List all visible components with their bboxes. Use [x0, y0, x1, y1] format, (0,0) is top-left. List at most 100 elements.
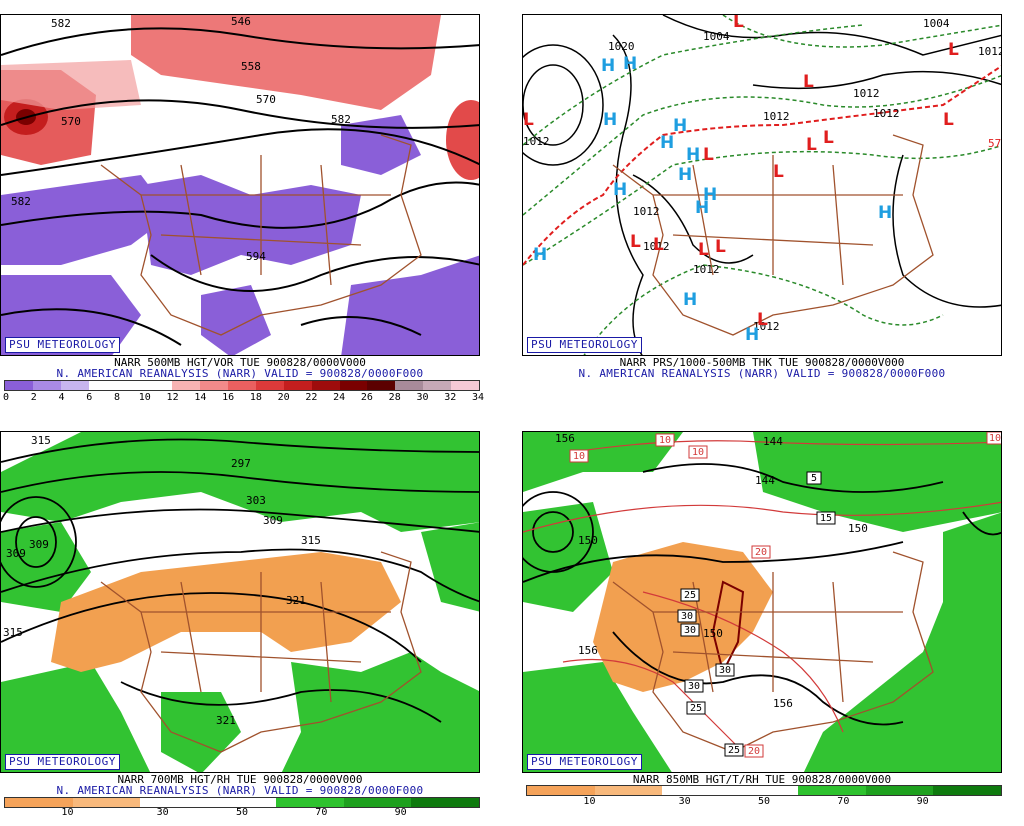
low-pressure-marker: L [948, 40, 959, 60]
colorbar-tick-label: 22 [305, 392, 318, 403]
svg-text:594: 594 [246, 250, 266, 263]
colorbar-swatch [865, 786, 934, 795]
vorticity-max-area [131, 15, 441, 110]
high-pressure-marker: H [695, 198, 709, 218]
svg-text:321: 321 [286, 594, 306, 607]
colorbar-vorticity [4, 380, 480, 391]
colorbar-tick-label: 28 [388, 392, 401, 403]
svg-text:20: 20 [755, 547, 767, 558]
psu-meteorology-badge: PSU METEOROLOGY [527, 754, 642, 770]
svg-text:10: 10 [692, 447, 704, 458]
high-pressure-marker: H [745, 325, 759, 345]
panel-500mb-vorticity: 582 546 558 570 570 582 594 582 PSU METE… [0, 14, 484, 409]
svg-text:20: 20 [748, 746, 760, 757]
colorbar-swatch [275, 798, 344, 807]
low-pressure-marker: L [803, 72, 814, 92]
svg-text:10: 10 [659, 435, 671, 446]
svg-text:1012: 1012 [873, 107, 900, 120]
svg-text:5: 5 [811, 473, 817, 484]
colorbar-tick-label: 20 [277, 392, 290, 403]
caption-title: NARR 500MB HGT/VOR TUE 900828/0000V000 [114, 356, 366, 369]
low-pressure-marker: L [823, 128, 834, 148]
colorbar-swatch [451, 381, 479, 390]
high-pressure-marker: H [678, 165, 692, 185]
low-pressure-marker: L [943, 110, 954, 130]
colorbar-tick-label: 8 [114, 392, 121, 403]
caption-valid: N. AMERICAN REANALYSIS (NARR) VALID = 90… [578, 367, 946, 380]
svg-text:150: 150 [703, 627, 723, 640]
colorbar-swatch [172, 381, 201, 390]
colorbar-swatch [60, 381, 89, 390]
colorbar-swatch [311, 381, 340, 390]
low-pressure-marker: L [715, 237, 726, 257]
svg-text:144: 144 [755, 474, 775, 487]
colorbar-swatch [208, 798, 276, 807]
high-pressure-marker: H [686, 145, 700, 165]
svg-text:30: 30 [688, 681, 700, 692]
low-pressure-marker: L [630, 232, 641, 252]
svg-text:546: 546 [231, 15, 251, 28]
svg-text:309: 309 [263, 514, 283, 527]
svg-text:30: 30 [719, 665, 731, 676]
svg-text:570: 570 [256, 93, 276, 106]
svg-text:1012: 1012 [693, 263, 720, 276]
high-pressure-marker: H [703, 185, 717, 205]
colorbar-swatch [228, 381, 256, 390]
colorbar-swatch [5, 381, 33, 390]
svg-text:150: 150 [578, 534, 598, 547]
svg-text:1012: 1012 [633, 205, 660, 218]
high-pressure-marker: H [613, 180, 627, 200]
svg-text:315: 315 [31, 434, 51, 447]
svg-text:25: 25 [690, 703, 702, 714]
low-pressure-marker: L [757, 310, 768, 330]
colorbar-swatch [527, 786, 595, 795]
colorbar-swatch [594, 786, 663, 795]
high-pressure-marker: H [660, 133, 674, 153]
psu-meteorology-badge: PSU METEOROLOGY [5, 337, 120, 353]
svg-text:558: 558 [241, 60, 261, 73]
colorbar-swatch [933, 786, 1002, 795]
high-pressure-marker: H [603, 110, 617, 130]
colorbar-swatch [5, 798, 73, 807]
colorbar-tick-label: 10 [61, 807, 74, 818]
svg-text:570: 570 [988, 137, 1002, 150]
svg-text:15: 15 [820, 513, 832, 524]
colorbar-tick-label: 30 [678, 796, 691, 807]
caption-title: NARR 850MB HGT/T/RH TUE 900828/0000V000 [632, 773, 892, 786]
colorbar-swatch [730, 786, 798, 795]
psu-meteorology-badge: PSU METEOROLOGY [5, 754, 120, 770]
low-pressure-marker: L [733, 15, 744, 32]
map-500mb: 582 546 558 570 570 582 594 582 PSU METE… [0, 14, 480, 356]
svg-text:10: 10 [573, 451, 585, 462]
colorbar-tick-label: 10 [138, 392, 151, 403]
map-pressure: 1004 1020 1004 1012 1012 1012 1012 1012 … [522, 14, 1002, 356]
high-pressure-marker: H [683, 290, 697, 310]
colorbar-labels: 10 30 50 70 90 [4, 807, 478, 819]
svg-text:156: 156 [773, 697, 793, 710]
colorbar-labels: 0 2 4 6 8 10 12 14 16 18 20 22 24 26 28 30 32 34 [3, 392, 484, 404]
colorbar-tick-label: 26 [360, 392, 373, 403]
colorbar-tick-label: 50 [235, 807, 249, 818]
low-pressure-marker: L [523, 110, 534, 130]
svg-text:30: 30 [684, 625, 696, 636]
colorbar-tick-label: 6 [86, 392, 93, 403]
svg-text:1012: 1012 [853, 87, 880, 100]
svg-text:315: 315 [301, 534, 321, 547]
colorbar-tick-label: 2 [30, 392, 37, 403]
svg-text:309: 309 [29, 538, 49, 551]
colorbar-swatch [32, 381, 61, 390]
panel-700mb-rh: 315 297 303 309 309 315 321 315 321 309 … [0, 431, 480, 826]
low-pressure-marker: L [653, 235, 664, 255]
svg-text:25: 25 [728, 745, 740, 756]
caption-valid: N. AMERICAN REANALYSIS (NARR) VALID = 90… [56, 784, 424, 797]
colorbar-tick-label: 30 [416, 392, 429, 403]
svg-text:144: 144 [763, 435, 783, 448]
colorbar-tick-label: 34 [471, 392, 485, 403]
panel-pressure-thickness: 1004 1020 1004 1012 1012 1012 1012 1012 … [522, 14, 1002, 409]
svg-text:309: 309 [6, 547, 26, 560]
colorbar-swatch [395, 381, 424, 390]
svg-text:303: 303 [246, 494, 266, 507]
high-pressure-marker: H [878, 203, 892, 223]
colorbar-tick-label: 70 [837, 796, 850, 807]
colorbar-tick-label: 32 [444, 392, 457, 403]
